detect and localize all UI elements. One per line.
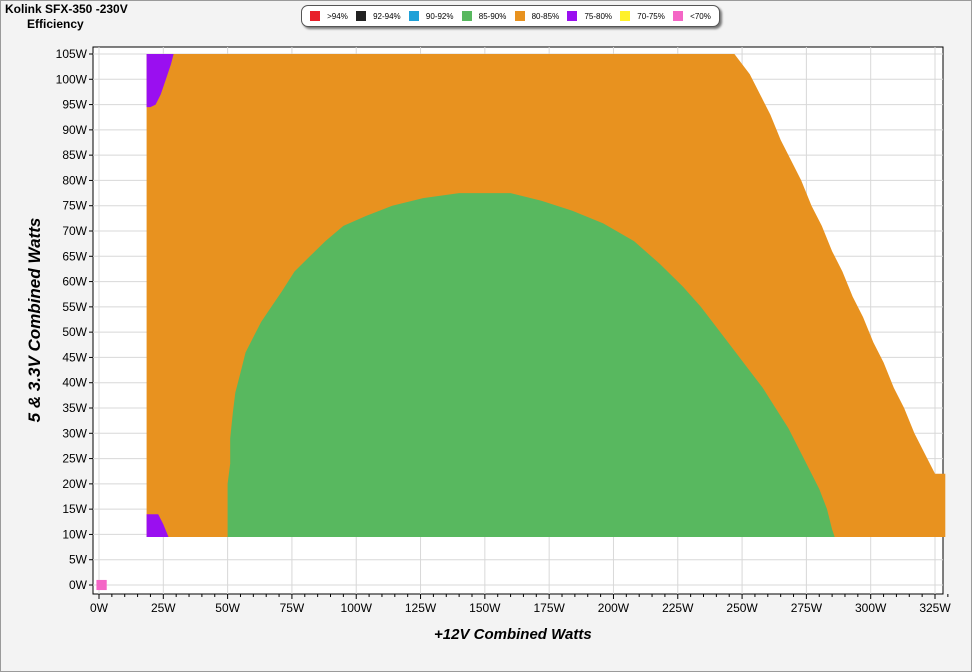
legend-swatch: [567, 11, 578, 21]
x-tick-label: 325W: [919, 601, 951, 615]
legend-swatch: [356, 11, 367, 21]
x-tick-label: 50W: [215, 601, 240, 615]
legend-label: <70%: [690, 11, 711, 21]
y-tick-label: 105W: [56, 47, 88, 61]
legend-swatch: [514, 11, 525, 21]
y-tick-label: 35W: [62, 401, 87, 415]
legend-swatch: [408, 11, 419, 21]
legend-label: 90-92%: [425, 11, 454, 21]
y-tick-label: 55W: [62, 300, 87, 314]
y-tick-label: 85W: [62, 148, 87, 162]
y-tick-label: 65W: [62, 249, 87, 263]
legend-item-80-85: 80-85%: [514, 11, 560, 21]
legend-item-lt70: <70%: [673, 11, 711, 21]
legend-label: 75-80%: [584, 11, 613, 21]
region-85-90: [227, 193, 835, 537]
y-tick-label: 80W: [62, 173, 87, 187]
legend-item-92-94: 92-94%: [356, 11, 401, 21]
y-tick-label: 15W: [62, 502, 87, 516]
chart-title: Kolink SFX-350 -230V: [5, 2, 128, 16]
y-tick-label: 45W: [62, 350, 87, 364]
x-tick-label: 300W: [855, 601, 887, 615]
y-tick-label: 10W: [62, 527, 87, 541]
legend-swatch: [673, 11, 684, 21]
x-tick-label: 275W: [791, 601, 823, 615]
x-axis-title: +12V Combined Watts: [434, 626, 592, 643]
y-tick-label: 70W: [62, 224, 87, 238]
legend-label: 80-85%: [531, 11, 560, 21]
legend-label: 92-94%: [373, 11, 401, 21]
legend-item-85-90: 85-90%: [461, 11, 507, 21]
y-tick-label: 30W: [62, 426, 87, 440]
x-tick-label: 75W: [280, 601, 305, 615]
y-axis-title: 5 & 3.3V Combined Watts: [25, 217, 44, 423]
chart-subtitle: Efficiency: [27, 17, 84, 31]
legend-swatch: [461, 11, 472, 21]
y-tick-label: 25W: [62, 452, 87, 466]
y-tick-label: 20W: [62, 477, 87, 491]
x-tick-label: 175W: [533, 601, 565, 615]
y-tick-label: 100W: [56, 72, 88, 86]
x-tick-label: 25W: [151, 601, 176, 615]
legend-swatch: [310, 11, 321, 21]
x-tick-label: 100W: [341, 601, 373, 615]
legend-item-gt94: >94%: [310, 11, 348, 21]
legend-swatch: [620, 11, 631, 21]
region-75-80-bottom: [146, 514, 169, 537]
legend-item-70-75: 70-75%: [620, 11, 665, 21]
region-75-80-top: [146, 54, 174, 108]
y-tick-label: 90W: [62, 123, 87, 137]
y-tick-label: 50W: [62, 325, 87, 339]
x-tick-label: 250W: [726, 601, 758, 615]
y-tick-label: 60W: [62, 275, 87, 289]
legend: >94% 92-94% 90-92% 85-90% 80-85% 75-80% …: [301, 5, 720, 27]
x-tick-label: 125W: [405, 601, 437, 615]
legend-label: 85-90%: [478, 11, 507, 21]
y-tick-label: 75W: [62, 199, 87, 213]
y-tick-label: 95W: [62, 98, 87, 112]
x-tick-label: 0W: [90, 601, 109, 615]
x-tick-label: 200W: [598, 601, 630, 615]
legend-label: 70-75%: [637, 11, 665, 21]
x-tick-label: 150W: [469, 601, 501, 615]
y-tick-label: 40W: [62, 376, 87, 390]
region-lt70: [96, 579, 107, 591]
x-tick-label: 225W: [662, 601, 694, 615]
y-tick-label: 0W: [69, 578, 88, 592]
y-tick-label: 5W: [69, 553, 88, 567]
legend-label: >94%: [327, 11, 348, 21]
legend-item-75-80: 75-80%: [567, 11, 612, 21]
legend-item-90-92: 90-92%: [408, 11, 454, 21]
